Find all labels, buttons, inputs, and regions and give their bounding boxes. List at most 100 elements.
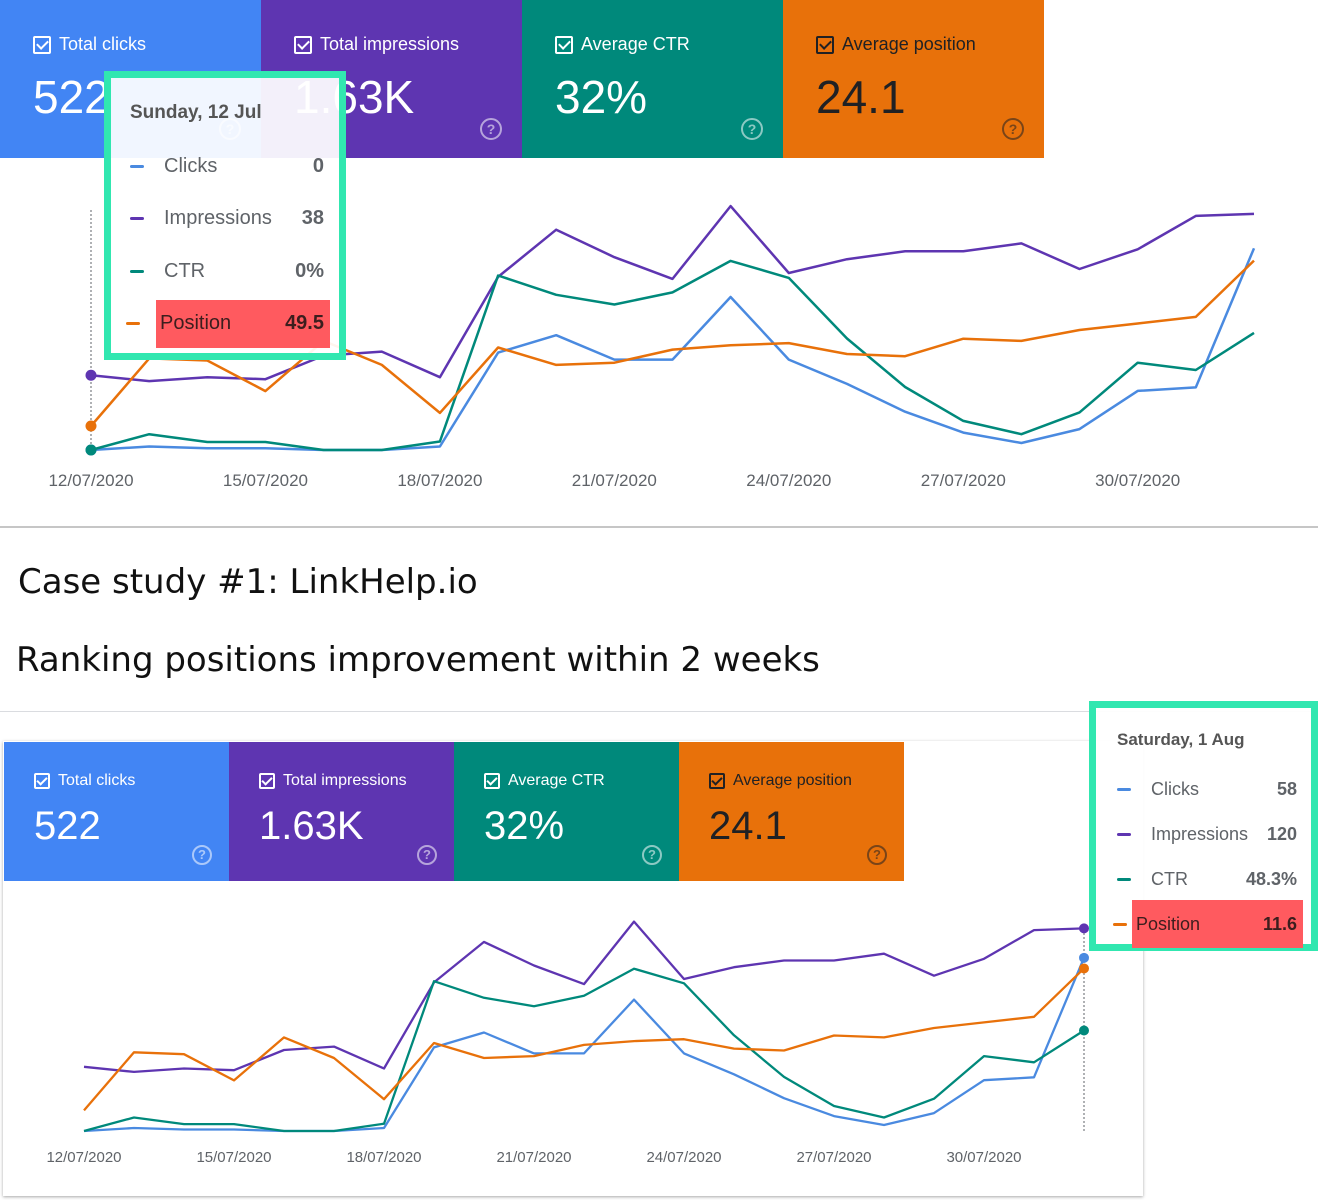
point-marker-impressions [1079,923,1089,934]
performance-chart-top: 12/07/2020 15/07/2020 18/07/2020 21/07/2020… [48,204,1256,490]
series-line-impressions [83,920,1085,1074]
x-tick-label: 27/07/2020 [796,1149,871,1166]
case-study-heading: Case study #1: LinkHelp.io [18,562,478,602]
metric-label: Total impressions [320,34,460,54]
tooltip-series-name: Clicks [164,154,218,177]
point-marker-ctr [85,444,97,456]
x-tick-label: 12/07/2020 [48,471,133,490]
tooltip-row-impressions: Impressions 38 [126,195,330,243]
legend-dash-icon [130,269,144,273]
x-tick-label: 18/07/2020 [346,1149,421,1166]
x-tick-label: 30/07/2020 [946,1149,1021,1166]
help-icon[interactable]: ? [1002,118,1024,140]
point-marker-impressions [85,369,97,381]
tooltip-bottom: Saturday, 1 Aug Clicks 58 Impressions 120 CTR… [1089,701,1318,951]
tooltip-row-ctr: CTR 0% [126,247,330,295]
metric-value: 522 [33,71,110,123]
series-line-position [83,967,1085,1112]
help-icon[interactable]: ? [867,845,887,865]
metric-label: Average position [842,34,976,54]
legend-dash-icon [130,217,144,220]
metric-value: 24.1 [709,804,787,848]
series-line-ctr [83,967,1085,1133]
point-marker-position [1079,963,1089,974]
metric-value: 32% [555,71,648,123]
point-marker-position [85,420,97,432]
metric-value: 24.1 [816,71,906,123]
x-tick-label: 21/07/2020 [572,471,657,490]
tooltip-row-position: Position 11.6 [1113,900,1303,948]
tooltip-row-position: Position 49.5 [126,299,330,348]
x-tick-label: 24/07/2020 [746,471,831,490]
metric-label-row: Total clicks [34,772,135,790]
tooltip-top: Sunday, 12 Jul Clicks 0 Impressions 38 CTR 0% P… [104,71,346,360]
tooltip-series-value: 58 [1276,778,1297,799]
metric-card-impressions[interactable]: Total impressions 1.63K? [229,742,454,881]
x-tick-label: 27/07/2020 [921,471,1006,490]
checkbox-icon[interactable] [816,35,834,54]
checkbox-icon[interactable] [34,773,50,789]
help-icon[interactable]: ? [192,845,212,865]
metric-card-clicks[interactable]: Total clicks 522? [4,742,229,881]
metric-label: Total clicks [58,772,136,789]
tooltip-row-impressions: Impressions 120 [1113,810,1303,858]
checkbox-icon[interactable] [484,773,500,789]
legend-dash-icon [126,322,140,325]
metric-card-position[interactable]: Average position 24.1? [783,0,1044,158]
metric-label-row: Average position [816,34,976,55]
series-line-ctr [90,259,1255,452]
metric-card-ctr[interactable]: Average CTR 32%? [522,0,783,158]
metric-value: 522 [34,804,101,848]
checkbox-icon[interactable] [709,773,725,789]
x-tick-label: 24/07/2020 [646,1149,721,1166]
legend-dash-icon [1117,832,1131,836]
metric-card-ctr[interactable]: Average CTR 32%? [454,742,679,881]
checkbox-icon[interactable] [294,35,312,54]
x-tick-label: 15/07/2020 [223,471,308,490]
x-tick-label: 15/07/2020 [196,1149,271,1166]
tooltip-series-value: 48.3% [1245,868,1297,889]
series-line-clicks [83,957,1086,1133]
metric-label: Average position [733,772,852,789]
tooltip-series-value: 11.6 [1262,913,1297,934]
metric-label: Average CTR [581,34,690,54]
tooltip-series-value: 120 [1266,823,1297,844]
legend-dash-icon [1117,787,1131,791]
tooltip-row-clicks: Clicks 0 [126,142,330,190]
help-icon[interactable]: ? [417,845,437,865]
performance-chart-bottom: 12/07/2020 15/07/2020 18/07/2020 21/07/2020… [46,920,1089,1166]
checkbox-icon[interactable] [259,773,275,789]
tooltip-series-name: CTR [1151,868,1188,889]
divider [0,711,1318,712]
metric-label: Average CTR [508,772,605,789]
tooltip-series-value: 0 [312,154,324,177]
series-line-clicks [90,247,1256,452]
help-icon[interactable]: ? [741,118,763,140]
tooltip-series-name: CTR [164,259,206,282]
tooltip-series-name: Clicks [1151,778,1199,799]
metric-label-row: Average CTR [484,772,605,790]
checkbox-icon[interactable] [33,35,51,54]
x-tick-label: 18/07/2020 [397,471,482,490]
metric-label-row: Average position [709,772,852,790]
tooltip-series-name: Position [1136,913,1201,934]
help-icon[interactable]: ? [480,118,502,140]
legend-dash-icon [1117,877,1131,881]
divider [0,526,1318,528]
metric-card-position[interactable]: Average position 24.1? [679,742,904,881]
series-line-impressions [90,204,1255,383]
tooltip-series-value: 38 [301,207,324,229]
metric-value: 32% [484,804,565,848]
x-tick-label: 21/07/2020 [496,1149,571,1166]
checkbox-icon[interactable] [555,35,573,54]
series-line-position [90,259,1255,427]
tooltip-row-ctr: CTR 48.3% [1113,855,1303,903]
tooltip-series-name: Impressions [164,207,272,229]
tooltip-date: Sunday, 12 Jul [130,102,262,123]
tooltip-series-value: 49.5 [285,312,324,334]
tooltip-series-value: 0% [295,259,324,282]
tooltip-row-clicks: Clicks 58 [1113,765,1303,813]
point-marker-ctr [1079,1025,1089,1036]
tooltip-date: Saturday, 1 Aug [1117,730,1245,749]
help-icon[interactable]: ? [642,845,662,865]
